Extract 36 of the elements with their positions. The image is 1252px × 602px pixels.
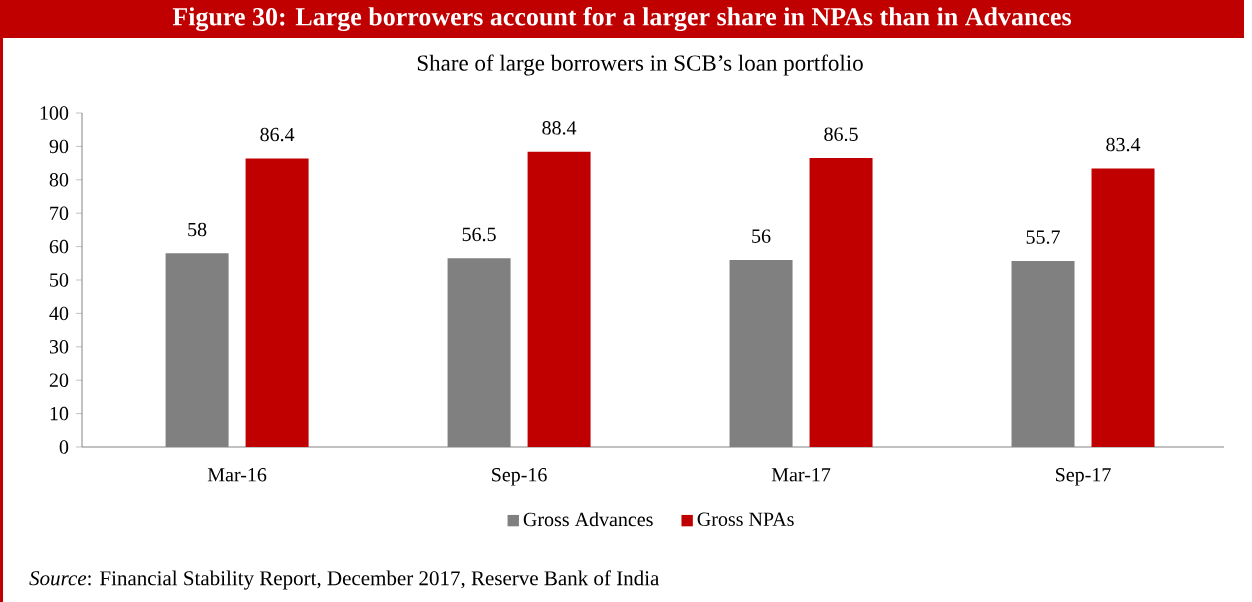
x-tick-label: Sep-16 bbox=[492, 468, 547, 486]
y-tick-label: 80 bbox=[49, 173, 69, 187]
legend-label: Gross Advances bbox=[523, 512, 653, 527]
y-tick-label: 50 bbox=[50, 273, 69, 287]
bar bbox=[1091, 168, 1155, 448]
y-tick-label: 0 bbox=[59, 440, 69, 454]
y-tick-label: 40 bbox=[49, 306, 69, 321]
bar bbox=[809, 158, 873, 448]
y-tick-label: 90 bbox=[49, 139, 69, 154]
chart-title: Figure 30: Large borrowers account for a larger share in NPAs than in Advances bbox=[172, 6, 1072, 32]
y-tick-label: 70 bbox=[50, 206, 69, 220]
y-tick-label: 30 bbox=[49, 340, 69, 354]
x-tick-label: Mar-17 bbox=[771, 468, 831, 482]
data-label: 55.7 bbox=[1026, 230, 1060, 244]
y-tick-label: 100 bbox=[40, 106, 69, 120]
bar bbox=[527, 151, 591, 448]
chart-subtitle: Share of large borrowers in SCB’s loan portfolio bbox=[417, 54, 863, 76]
data-label: 56.5 bbox=[462, 227, 496, 242]
bar bbox=[165, 253, 229, 448]
legend-label: Gross NPAs bbox=[697, 512, 794, 526]
y-tick-label: 20 bbox=[49, 373, 69, 387]
data-label: 83.4 bbox=[1106, 137, 1141, 152]
data-label: 58 bbox=[188, 222, 207, 237]
bar bbox=[245, 158, 309, 448]
bar bbox=[729, 259, 793, 448]
data-label: 88.4 bbox=[542, 121, 577, 135]
text: Source: Financial Stability Report, December 2017, Reserve Bank of India bbox=[29, 570, 660, 590]
bar bbox=[447, 258, 511, 448]
y-tick-label: 10 bbox=[50, 406, 69, 421]
data-label: 86.5 bbox=[824, 127, 858, 142]
x-tick-label: Mar-16 bbox=[207, 468, 267, 482]
bar bbox=[1011, 260, 1075, 448]
x-tick-label: Sep-17 bbox=[1056, 468, 1111, 486]
data-label: 56 bbox=[752, 229, 771, 243]
y-tick-label: 60 bbox=[49, 239, 69, 254]
data-label: 86.4 bbox=[260, 127, 295, 142]
